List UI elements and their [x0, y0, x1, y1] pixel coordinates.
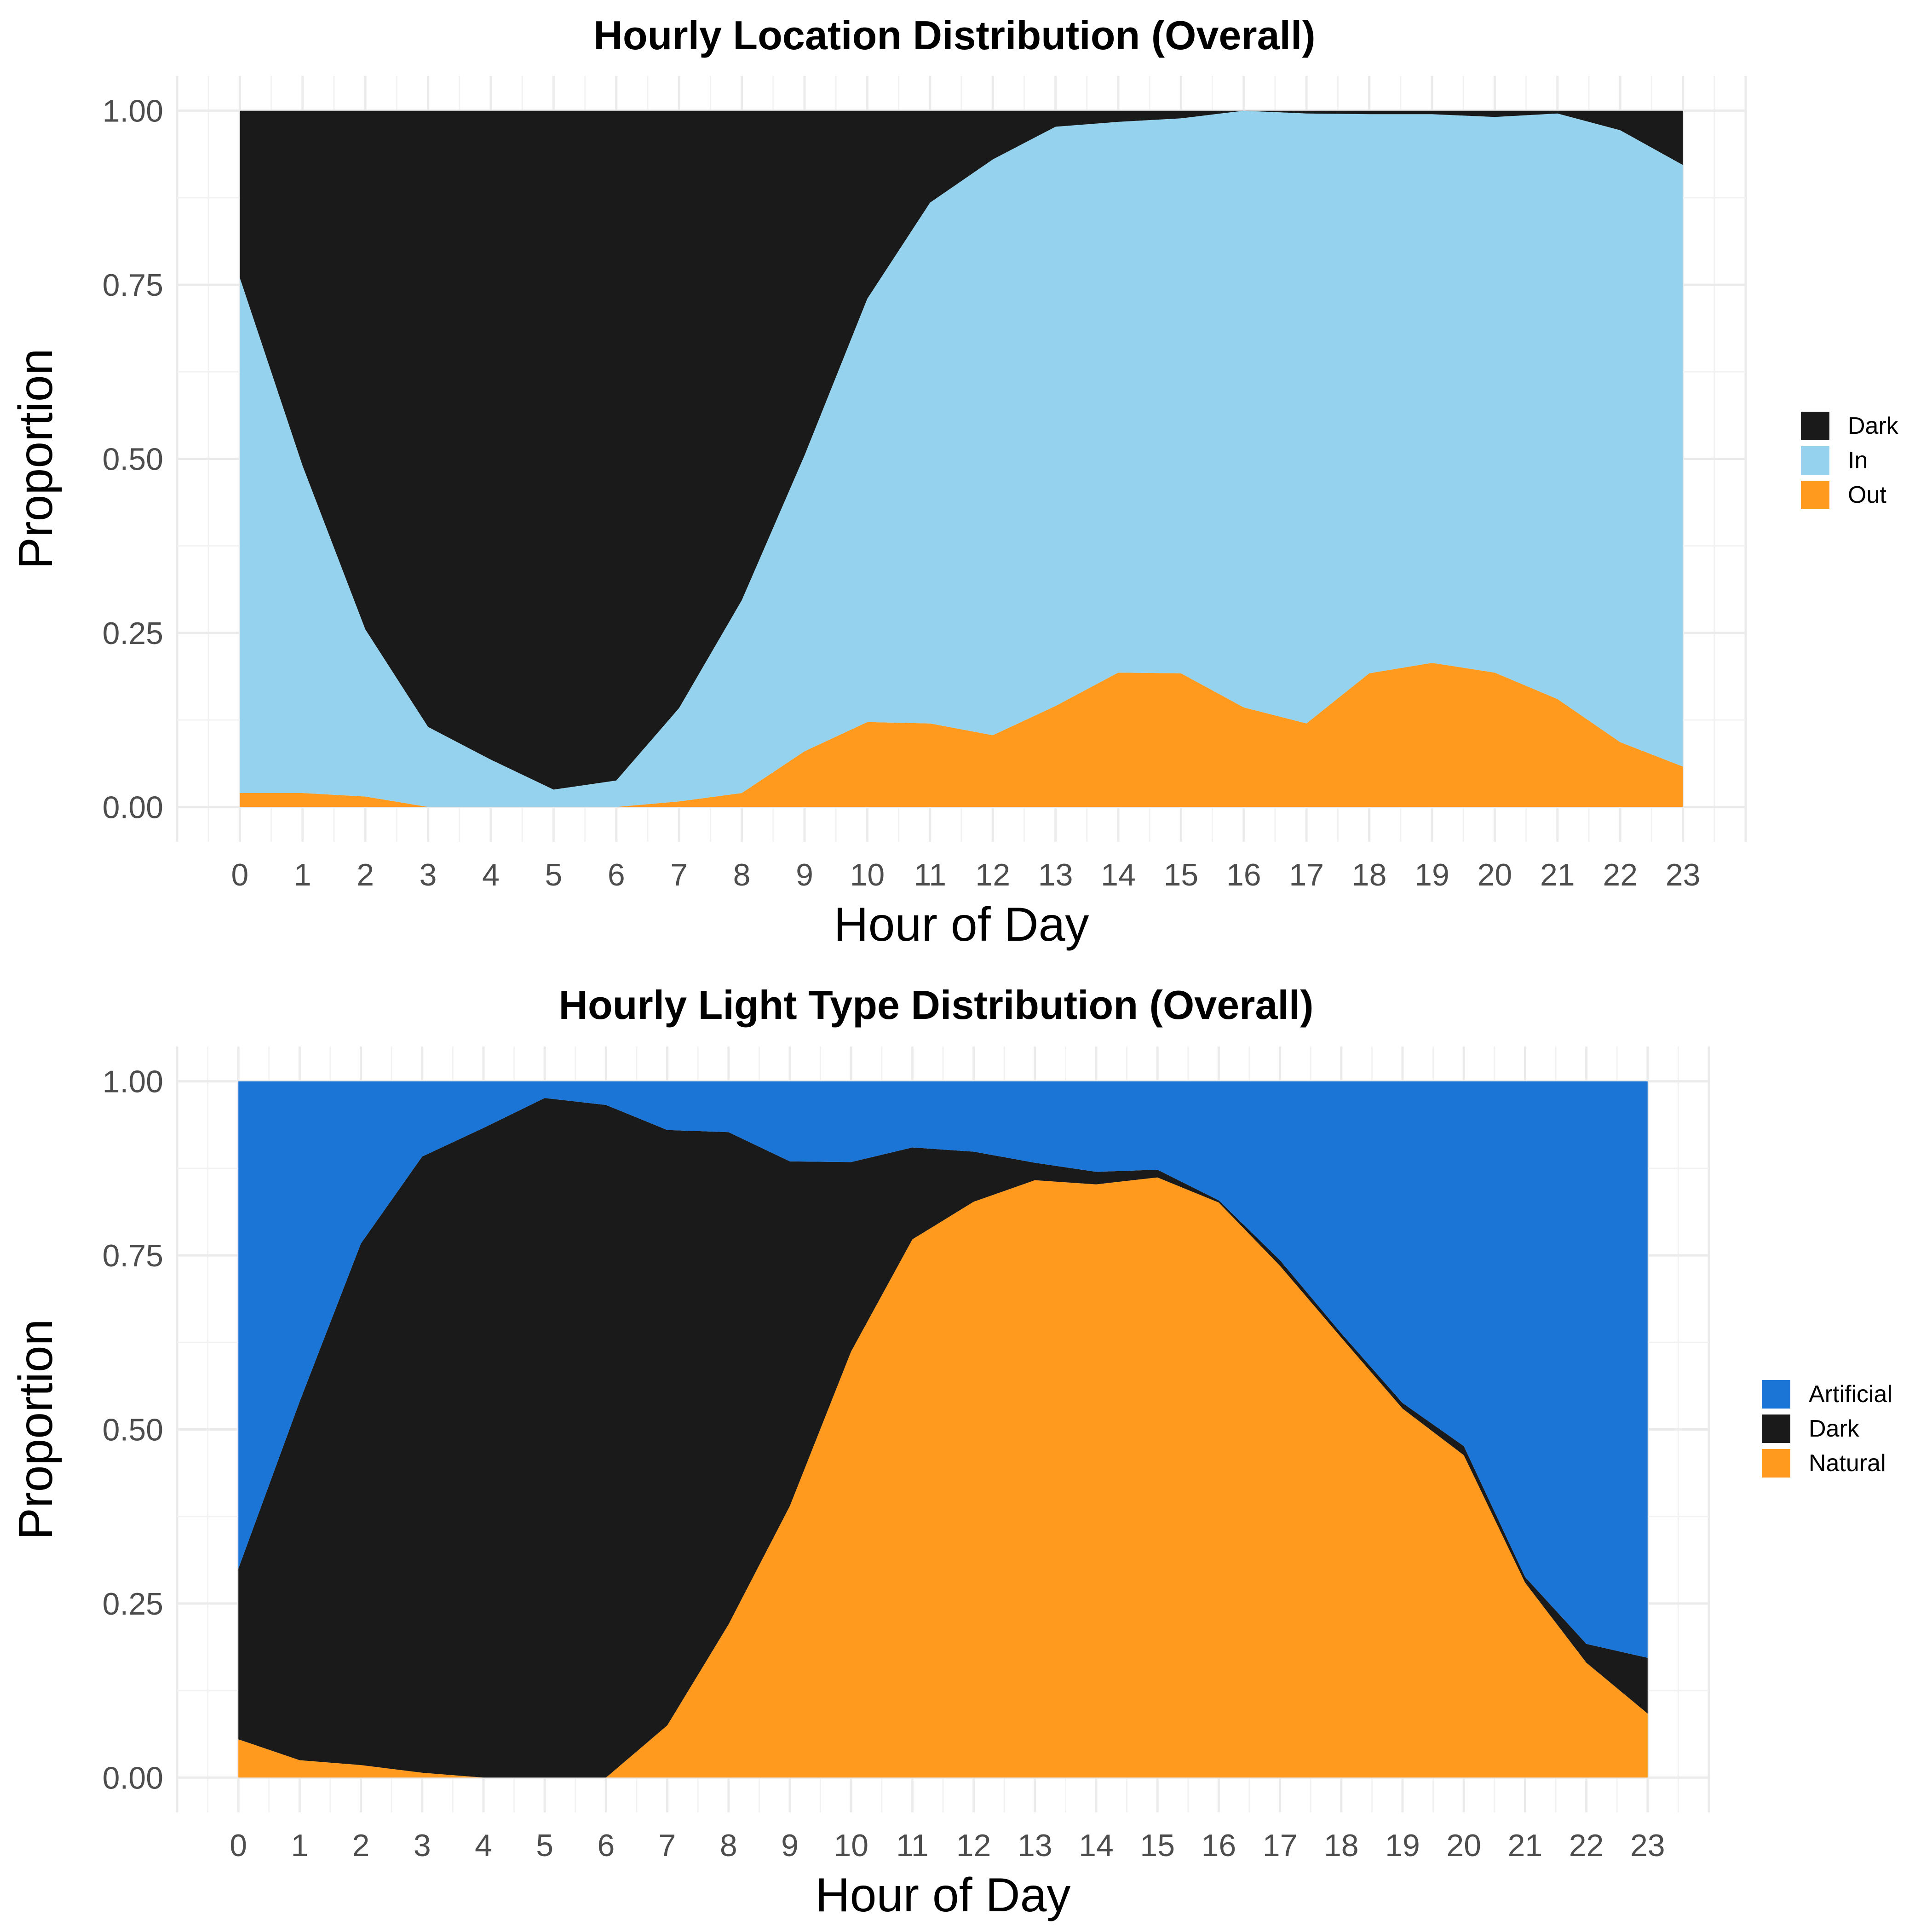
y-tick-label: 1.00 [103, 1064, 163, 1099]
y-tick-label: 0.25 [103, 1587, 163, 1622]
x-axis-title: Hour of Day [816, 1869, 1071, 1922]
x-tick-label: 5 [536, 1828, 553, 1863]
x-tick-label: 11 [896, 1828, 929, 1863]
x-tick-label: 13 [1038, 857, 1073, 892]
x-tick-label: 19 [1385, 1828, 1420, 1863]
legend: Artificial Dark Natural [1762, 1380, 1892, 1478]
x-tick-label: 2 [356, 857, 374, 892]
legend: Dark In Out [1801, 412, 1899, 509]
x-tick-label: 11 [914, 857, 947, 892]
x-tick-label: 12 [956, 1828, 991, 1863]
x-tick-label: 6 [597, 1828, 615, 1863]
legend-key-out [1801, 481, 1829, 509]
stacked-areas [240, 110, 1683, 807]
legend-label-natural: Natural [1809, 1450, 1886, 1477]
legend-label-out: Out [1848, 482, 1886, 508]
x-tick-label: 17 [1263, 1828, 1298, 1863]
chart-title: Hourly Light Type Distribution (Overall) [558, 982, 1313, 1028]
y-tick-label: 0.75 [103, 268, 163, 303]
x-tick-label: 2 [352, 1828, 370, 1863]
x-tick-label: 16 [1202, 1828, 1236, 1863]
x-tick-label: 15 [1140, 1828, 1175, 1863]
legend-key-in [1801, 446, 1829, 475]
area-out [240, 663, 1683, 807]
legend-key-artificial [1762, 1380, 1790, 1409]
area-natural [238, 1177, 1648, 1778]
x-tick-label: 7 [659, 1828, 676, 1863]
x-tick-label: 0 [231, 857, 248, 892]
x-tick-label: 8 [720, 1828, 737, 1863]
y-tick-label: 0.50 [103, 442, 163, 477]
x-tick-label: 0 [230, 1828, 247, 1863]
x-tick-label: 8 [733, 857, 751, 892]
y-tick-label: 0.25 [103, 616, 163, 651]
y-tick-labels: 0.00 0.25 0.50 0.75 1.00 [103, 1064, 163, 1796]
x-tick-label: 18 [1324, 1828, 1359, 1863]
x-tick-label: 1 [291, 1828, 308, 1863]
x-tick-label: 19 [1414, 857, 1449, 892]
area-in [240, 110, 1683, 807]
legend-label-artificial: Artificial [1809, 1381, 1892, 1408]
legend-label-in: In [1848, 447, 1868, 474]
x-tick-label: 21 [1508, 1828, 1543, 1863]
y-axis-title: Proportion [9, 1319, 63, 1540]
area-artificial [238, 1081, 1648, 1658]
area-dark [240, 110, 1683, 790]
x-tick-label: 22 [1569, 1828, 1604, 1863]
x-tick-label: 17 [1289, 857, 1324, 892]
x-tick-label: 1 [294, 857, 311, 892]
y-tick-label: 0.00 [103, 790, 163, 825]
x-tick-label: 5 [545, 857, 562, 892]
x-axis-title: Hour of Day [834, 898, 1089, 951]
x-tick-label: 20 [1478, 857, 1512, 892]
x-tick-label: 15 [1164, 857, 1199, 892]
legend-label-dark: Dark [1809, 1415, 1860, 1442]
y-tick-label: 0.00 [103, 1760, 163, 1795]
x-tick-labels: 0 1 2 3 4 5 6 7 8 9 10 11 12 13 14 15 16 17 18 19 20 21 22 23 [231, 857, 1700, 892]
x-tick-label: 9 [796, 857, 813, 892]
y-axis-title: Proportion [9, 349, 63, 569]
x-tick-label: 10 [850, 857, 885, 892]
area-dark [238, 1098, 1648, 1778]
x-tick-label: 9 [781, 1828, 799, 1863]
x-tick-label: 12 [975, 857, 1010, 892]
x-tick-label: 18 [1352, 857, 1387, 892]
y-tick-label: 0.75 [103, 1238, 163, 1273]
x-tick-label: 22 [1603, 857, 1638, 892]
chart-title: Hourly Location Distribution (Overall) [593, 12, 1315, 58]
x-tick-label: 3 [420, 857, 437, 892]
legend-key-dark [1801, 412, 1829, 440]
y-tick-labels: 0.00 0.25 0.50 0.75 1.00 [103, 94, 163, 825]
x-tick-label: 3 [414, 1828, 431, 1863]
x-tick-label: 23 [1630, 1828, 1665, 1863]
x-tick-label: 16 [1226, 857, 1261, 892]
x-tick-label: 21 [1540, 857, 1575, 892]
legend-label-dark: Dark [1848, 413, 1899, 439]
x-tick-label: 14 [1079, 1828, 1114, 1863]
stacked-areas [238, 1081, 1648, 1778]
x-tick-label: 23 [1666, 857, 1701, 892]
legend-key-natural [1762, 1449, 1790, 1478]
location-chart: 0 1 2 3 4 5 6 7 8 9 10 11 12 13 14 15 16 17 18 19 20 21 22 230.… [9, 12, 1899, 951]
x-tick-label: 14 [1101, 857, 1136, 892]
x-tick-label: 4 [475, 1828, 492, 1863]
x-tick-label: 6 [608, 857, 625, 892]
y-tick-label: 0.50 [103, 1413, 163, 1448]
x-tick-label: 13 [1018, 1828, 1052, 1863]
legend-key-dark [1762, 1414, 1790, 1443]
x-tick-label: 20 [1446, 1828, 1481, 1863]
y-tick-label: 1.00 [103, 94, 163, 129]
x-tick-label: 10 [834, 1828, 868, 1863]
x-tick-label: 7 [670, 857, 688, 892]
light-type-chart: 0 1 2 3 4 5 6 7 8 9 10 11 12 13 14 15 16 17 18 19 20 21 22 230.… [9, 982, 1892, 1922]
x-tick-labels: 0 1 2 3 4 5 6 7 8 9 10 11 12 13 14 15 16 17 18 19 20 21 22 23 [230, 1828, 1665, 1863]
x-tick-label: 4 [482, 857, 500, 892]
